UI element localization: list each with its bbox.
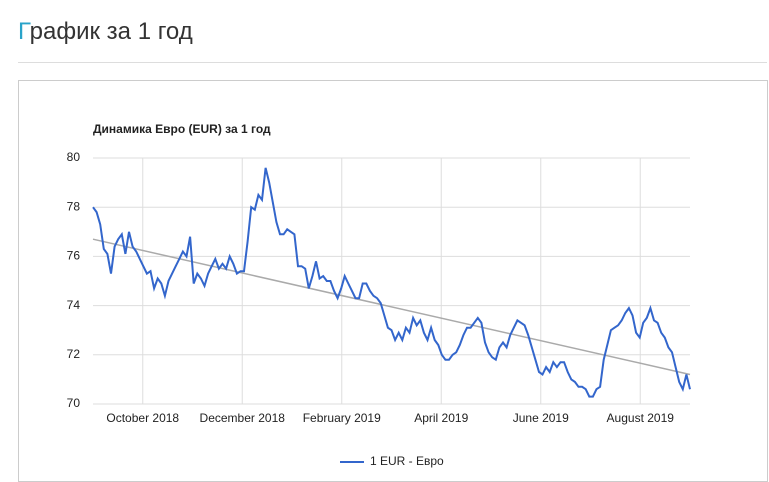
x-tick-label: October 2018 bbox=[106, 411, 179, 425]
y-tick-label: 72 bbox=[67, 347, 81, 361]
x-tick-label: April 2019 bbox=[414, 411, 468, 425]
y-tick-label: 76 bbox=[67, 249, 81, 263]
y-tick-label: 70 bbox=[67, 396, 81, 410]
divider bbox=[18, 62, 767, 63]
legend-label: 1 EUR - Евро bbox=[370, 454, 444, 468]
y-tick-label: 80 bbox=[67, 150, 81, 164]
chart-title: Динамика Евро (EUR) за 1 год bbox=[93, 122, 271, 136]
x-tick-label: February 2019 bbox=[303, 411, 381, 425]
page-title: График за 1 год bbox=[18, 18, 193, 45]
x-tick-label: December 2018 bbox=[200, 411, 286, 425]
y-tick-label: 78 bbox=[67, 199, 81, 213]
trend-line bbox=[92, 238, 691, 376]
y-tick-label: 74 bbox=[67, 298, 81, 312]
data-line bbox=[92, 167, 691, 398]
x-tick-label: August 2019 bbox=[607, 411, 675, 425]
x-tick-label: June 2019 bbox=[513, 411, 569, 425]
